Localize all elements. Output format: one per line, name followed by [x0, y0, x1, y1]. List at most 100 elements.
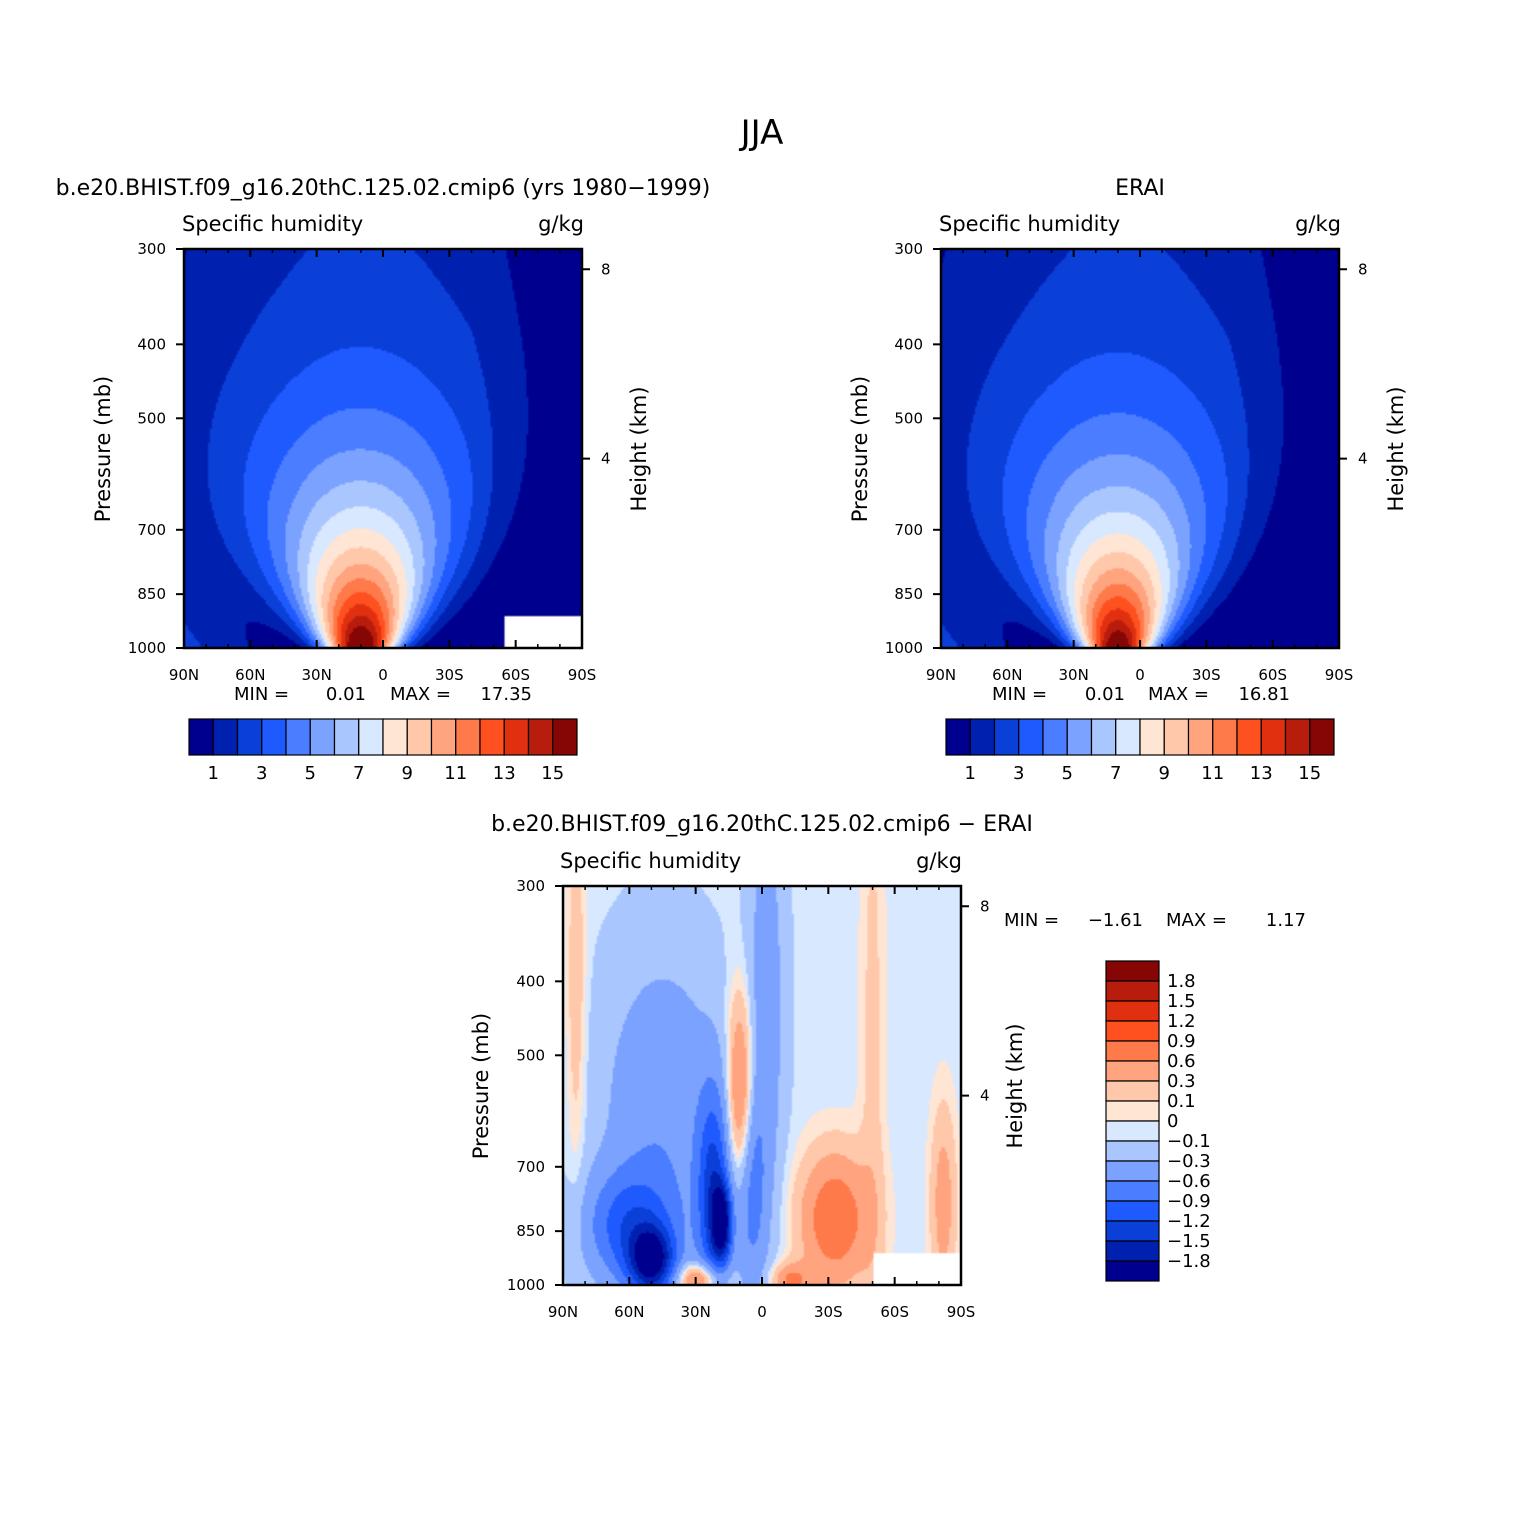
- colorbar-swatch: [333, 718, 360, 756]
- x-tick-label: 60N: [235, 666, 265, 684]
- colorbar-swatch: [285, 718, 311, 756]
- colorbar-swatch: [1105, 960, 1160, 982]
- colorbar-label: 0.1: [1167, 1091, 1196, 1112]
- x-tick-label: 90S: [947, 1303, 976, 1321]
- colorbar-swatch: [188, 718, 214, 756]
- panel-obs-min-label: MIN =: [992, 684, 1047, 705]
- y-tick-label: 300: [516, 877, 545, 895]
- panel-obs-ylabel: Pressure (mb): [848, 376, 872, 523]
- y-tick-label: 500: [894, 409, 923, 427]
- panel-obs-colorbar: 1 3 5 7 9 11 13 15: [945, 718, 1335, 784]
- y-tick-label: 1000: [507, 1276, 545, 1294]
- colorbar-swatch: [1042, 718, 1068, 756]
- panel-diff-field: [563, 886, 961, 1285]
- x-tick-label: 30N: [302, 666, 332, 684]
- panel-diff-max-label: MAX =: [1166, 910, 1227, 931]
- colorbar-label: 13: [1250, 763, 1273, 784]
- y-tick-label: 300: [894, 240, 923, 258]
- height-tick-label: 8: [1358, 260, 1368, 278]
- colorbar-swatch: [503, 718, 530, 756]
- colorbar-label: 0.3: [1167, 1071, 1196, 1092]
- colorbar-label: 15: [1298, 763, 1321, 784]
- panel-model-min-label: MIN =: [234, 684, 289, 705]
- y-tick-label: 850: [137, 585, 166, 603]
- panel-obs-max-label: MAX =: [1148, 684, 1209, 705]
- colorbar-swatch: [1115, 718, 1141, 756]
- colorbar-swatch: [1105, 1220, 1160, 1242]
- colorbar-swatch: [382, 718, 408, 756]
- colorbar-label: 15: [541, 763, 564, 784]
- x-tick-label: 30S: [435, 666, 464, 684]
- colorbar-label: 0.9: [1167, 1031, 1196, 1052]
- colorbar-label: 7: [1110, 763, 1121, 784]
- colorbar-swatch: [430, 718, 457, 756]
- panel-diff-ylabel-right: Height (km): [1003, 1023, 1027, 1148]
- y-tick-label: 700: [137, 521, 166, 539]
- colorbar-label: 1: [965, 763, 976, 784]
- colorbar-swatch: [1105, 1180, 1160, 1202]
- panel-model-ylabel: Pressure (mb): [91, 376, 115, 523]
- panel-model-ylabel-right: Height (km): [627, 386, 651, 511]
- panel-model-right-string: g/kg: [538, 212, 584, 236]
- y-tick-label: 400: [516, 972, 545, 990]
- colorbar-swatch: [1212, 718, 1238, 756]
- y-tick-label: 400: [137, 335, 166, 353]
- colorbar-swatch: [1105, 1120, 1160, 1142]
- panel-obs-max-value: 16.81: [1238, 684, 1290, 705]
- panel-obs-right-string: g/kg: [1295, 212, 1341, 236]
- colorbar-label: 7: [353, 763, 364, 784]
- x-tick-label: 0: [757, 1303, 767, 1321]
- colorbar-label: −0.3: [1167, 1151, 1211, 1172]
- panel-diff: b.e20.BHIST.f09_g16.20thC.125.02.cmip6 −…: [469, 812, 1306, 1321]
- colorbar-swatch: [1105, 1160, 1160, 1182]
- colorbar-swatch: [1284, 718, 1311, 756]
- height-tick-label: 4: [601, 450, 611, 468]
- colorbar-label: 11: [444, 763, 467, 784]
- figure-title: JJA: [739, 113, 784, 153]
- colorbar-swatch: [1105, 1100, 1160, 1122]
- colorbar-swatch: [1260, 718, 1287, 756]
- colorbar-swatch: [406, 718, 433, 756]
- colorbar-swatch: [1105, 1200, 1160, 1222]
- y-tick-label: 1000: [885, 639, 923, 657]
- x-tick-label: 60S: [501, 666, 530, 684]
- panel-obs: ERAI Specific humidity g/kg 90N 60N 30N 0 30…: [848, 176, 1408, 784]
- y-tick-label: 500: [137, 409, 166, 427]
- colorbar-label: −0.9: [1167, 1191, 1211, 1212]
- panel-model-max-label: MAX =: [390, 684, 451, 705]
- colorbar-swatch: [1105, 1080, 1160, 1102]
- colorbar-swatch: [455, 718, 481, 756]
- colorbar-label: −0.6: [1167, 1171, 1211, 1192]
- panel-model-field: [184, 249, 582, 648]
- colorbar-swatch: [1105, 1260, 1160, 1282]
- panel-diff-right-string: g/kg: [916, 849, 962, 873]
- colorbar-swatch: [309, 718, 336, 756]
- x-tick-label: 0: [378, 666, 388, 684]
- colorbar-swatch: [1090, 718, 1117, 756]
- x-tick-label: 30S: [814, 1303, 843, 1321]
- colorbar-label: 11: [1201, 763, 1224, 784]
- colorbar-swatch: [261, 718, 287, 756]
- colorbar-swatch: [1163, 718, 1190, 756]
- colorbar-label: 3: [256, 763, 267, 784]
- panel-obs-axes: 90N 60N 30N 0 30S 60S 90S 300 400 500 700 850 1000 8 4: [885, 240, 1368, 684]
- height-tick-label: 8: [601, 260, 611, 278]
- panel-diff-title: b.e20.BHIST.f09_g16.20thC.125.02.cmip6 −…: [491, 812, 1033, 837]
- x-tick-label: 90N: [548, 1303, 578, 1321]
- colorbar-swatch: [1105, 1240, 1160, 1262]
- height-tick-label: 8: [980, 897, 990, 915]
- x-tick-label: 0: [1135, 666, 1145, 684]
- colorbar-swatch: [1139, 718, 1165, 756]
- colorbar-label: −1.2: [1167, 1211, 1211, 1232]
- colorbar-swatch: [1187, 718, 1214, 756]
- colorbar-label: 3: [1013, 763, 1024, 784]
- y-tick-label: 850: [894, 585, 923, 603]
- colorbar-swatch: [1309, 718, 1335, 756]
- y-tick-label: 700: [516, 1158, 545, 1176]
- colorbar-swatch: [527, 718, 554, 756]
- x-tick-label: 90N: [926, 666, 956, 684]
- x-tick-label: 60N: [614, 1303, 644, 1321]
- colorbar-swatch: [969, 718, 996, 756]
- colorbar-swatch: [1105, 1140, 1160, 1162]
